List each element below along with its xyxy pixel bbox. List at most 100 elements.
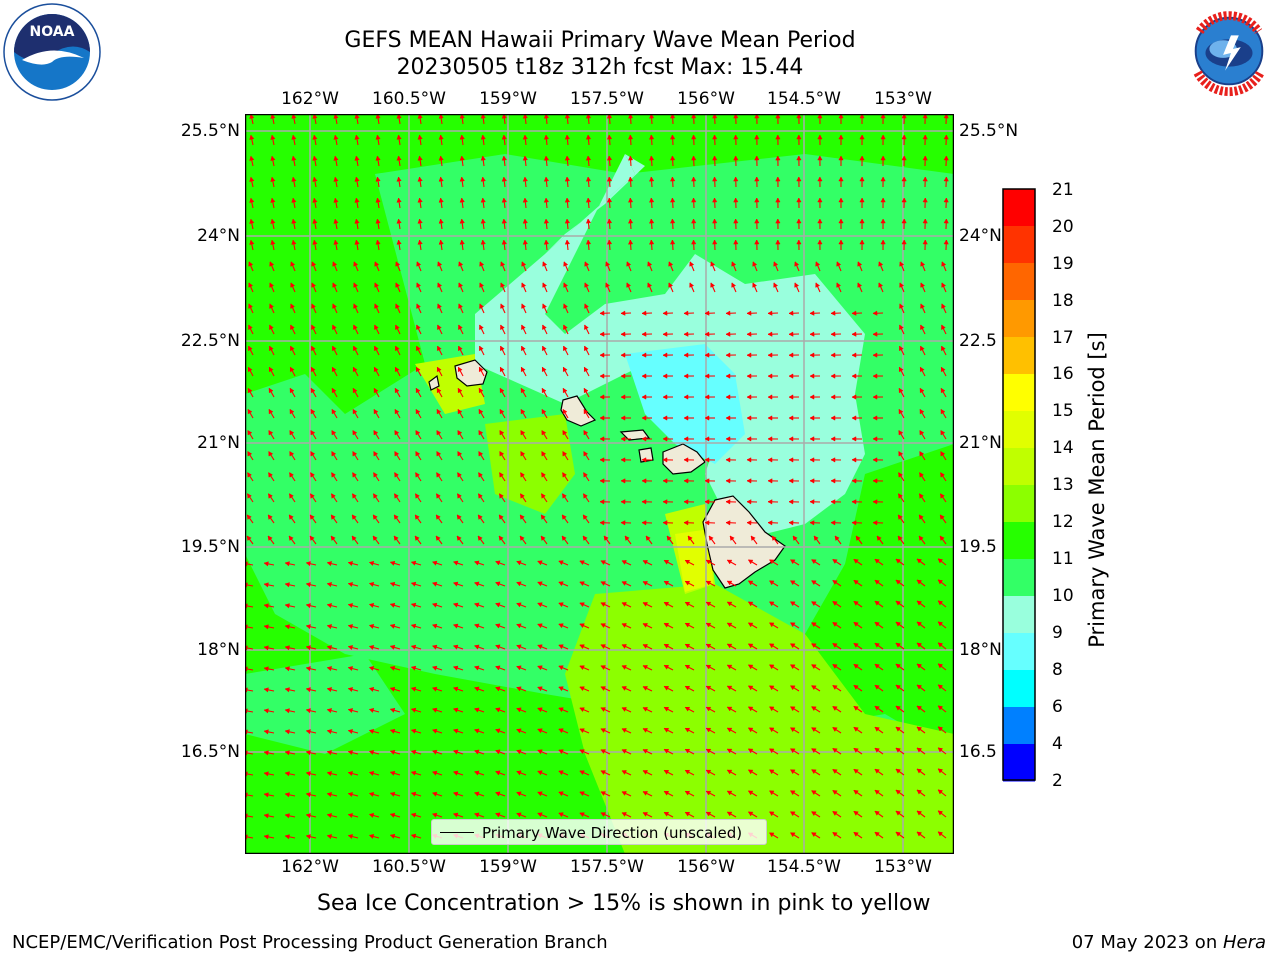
direction-arrow-head xyxy=(284,603,290,609)
direction-arrow-head xyxy=(479,261,485,267)
direction-arrow-head xyxy=(769,769,775,775)
direction-arrow-head xyxy=(767,436,773,442)
direction-arrow-head xyxy=(874,747,880,753)
direction-arrow-head xyxy=(305,666,311,672)
direction-arrow-head xyxy=(516,728,522,734)
direction-arrow-head xyxy=(747,727,754,733)
direction-arrow-head xyxy=(284,813,290,819)
direction-arrow-head xyxy=(537,791,543,797)
direction-arrow-head xyxy=(880,197,886,203)
direction-arrow-head xyxy=(537,749,543,755)
direction-arrow-head xyxy=(788,373,794,379)
direction-arrow-head xyxy=(305,561,311,567)
direction-arrow-head xyxy=(811,790,817,796)
direction-arrow-head xyxy=(627,134,634,140)
direction-arrow-head xyxy=(417,176,423,182)
direction-arrow-head xyxy=(920,303,925,309)
direction-arrow-head xyxy=(459,155,465,161)
direction-arrow-head xyxy=(872,499,878,505)
direction-arrow-head xyxy=(733,239,739,245)
direction-arrow-head xyxy=(499,451,505,457)
lat-tick-label: 25.5°N xyxy=(180,121,240,141)
direction-arrow-head xyxy=(331,472,336,478)
direction-arrow-head xyxy=(872,352,878,358)
direction-arrow-head xyxy=(289,451,295,457)
colorbar-label: Primary Wave Mean Period [s] xyxy=(1085,332,1109,648)
direction-arrow-head xyxy=(579,749,585,755)
direction-arrow-head xyxy=(817,134,823,140)
direction-arrow-head xyxy=(521,324,526,331)
direction-arrow-head xyxy=(704,331,710,337)
direction-arrow-head xyxy=(480,197,486,203)
direction-arrow-head xyxy=(767,310,773,316)
direction-arrow-head xyxy=(691,176,697,182)
direction-arrow-head xyxy=(353,303,358,309)
direction-arrow-head xyxy=(268,408,274,415)
direction-arrow-head xyxy=(668,261,674,267)
direction-arrow-head xyxy=(838,239,844,245)
lat-tick-label: 21°N xyxy=(959,433,1002,453)
direction-arrow-head xyxy=(811,706,817,712)
direction-arrow-head xyxy=(389,602,396,608)
direction-arrow-head xyxy=(477,535,483,541)
direction-arrow-head xyxy=(284,834,290,840)
direction-arrow-head xyxy=(368,707,375,713)
direction-arrow-head xyxy=(663,665,670,670)
direction-arrow-head xyxy=(874,726,880,732)
direction-arrow-head xyxy=(705,727,712,733)
direction-arrow-head xyxy=(326,582,333,588)
direction-arrow-head xyxy=(416,282,422,288)
direction-arrow-head xyxy=(832,643,838,648)
direction-arrow-head xyxy=(662,352,668,358)
direction-arrow-head xyxy=(939,535,945,541)
direction-arrow-head xyxy=(410,812,417,818)
direction-arrow-head xyxy=(432,770,438,776)
direction-arrow-head xyxy=(627,114,634,119)
direction-arrow-head xyxy=(725,457,731,463)
direction-arrow-head xyxy=(499,408,505,415)
direction-arrow-head xyxy=(268,472,273,478)
direction-arrow-head xyxy=(683,478,689,484)
direction-arrow-head xyxy=(620,331,626,337)
direction-arrow-head xyxy=(414,535,420,541)
direction-arrow-head xyxy=(394,387,400,394)
direction-arrow-head xyxy=(919,493,924,499)
direction-arrow-head xyxy=(352,408,358,415)
direction-arrow-head xyxy=(432,791,438,797)
noaa-logo: NOAA xyxy=(3,3,101,101)
direction-arrow-head xyxy=(585,197,592,203)
direction-arrow-head xyxy=(368,665,375,671)
direction-arrow-head xyxy=(456,514,462,520)
direction-arrow-head xyxy=(627,218,634,224)
direction-arrow-head xyxy=(684,727,691,733)
direction-arrow-head xyxy=(432,560,438,566)
direction-arrow-head xyxy=(311,324,316,331)
direction-arrow-head xyxy=(684,580,691,586)
direction-arrow-head xyxy=(901,239,907,245)
colorbar-tick-label: 20 xyxy=(1052,217,1074,237)
direction-arrow-head xyxy=(704,394,710,400)
direction-arrow-head xyxy=(916,621,923,627)
direction-arrow-head xyxy=(853,559,859,564)
direction-arrow-head xyxy=(853,748,859,753)
direction-arrow-head xyxy=(830,331,836,337)
direction-arrow-head xyxy=(410,833,417,839)
direction-arrow-head xyxy=(838,197,844,203)
direction-arrow-head xyxy=(940,430,946,436)
direction-arrow-head xyxy=(859,176,865,182)
direction-arrow-head xyxy=(747,622,754,628)
direction-arrow-head xyxy=(684,601,691,607)
direction-arrow-head xyxy=(683,457,689,463)
direction-arrow-head xyxy=(940,472,945,478)
direction-arrow-head xyxy=(817,197,823,203)
direction-arrow-head xyxy=(263,645,269,651)
direction-arrow-head xyxy=(585,134,592,140)
direction-arrow-head xyxy=(500,324,505,331)
direction-arrow-head xyxy=(648,218,655,224)
colorbar-cell xyxy=(1003,300,1035,338)
direction-arrow-head xyxy=(769,811,775,817)
direction-arrow-head xyxy=(396,197,402,203)
direction-arrow-head xyxy=(453,749,459,755)
direction-arrow-head xyxy=(811,769,817,775)
direction-arrow-head xyxy=(832,706,838,711)
